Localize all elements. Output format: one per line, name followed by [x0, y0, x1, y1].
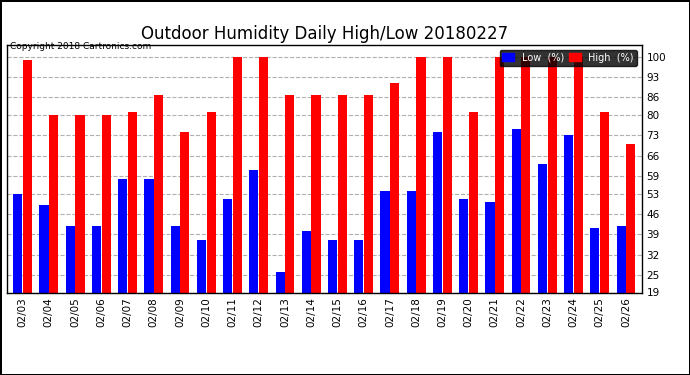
Bar — [144, 179, 154, 348]
Bar — [39, 205, 48, 348]
Bar — [206, 112, 216, 348]
Bar — [66, 225, 75, 348]
Bar — [337, 94, 347, 348]
Bar — [459, 200, 469, 348]
Bar — [590, 228, 600, 348]
Legend: Low  (%), High  (%): Low (%), High (%) — [500, 50, 637, 66]
Bar — [416, 57, 426, 348]
Bar — [75, 115, 85, 348]
Bar — [485, 202, 495, 348]
Bar — [564, 135, 573, 348]
Bar — [118, 179, 127, 348]
Bar — [574, 57, 583, 348]
Bar — [469, 112, 478, 348]
Bar — [154, 94, 164, 348]
Bar — [92, 225, 101, 348]
Bar — [538, 164, 547, 348]
Bar — [328, 240, 337, 348]
Bar — [627, 144, 635, 348]
Bar — [233, 57, 242, 348]
Bar — [101, 115, 111, 348]
Bar — [442, 57, 452, 348]
Bar — [406, 190, 416, 348]
Bar — [511, 129, 521, 348]
Bar — [197, 240, 206, 348]
Bar — [13, 194, 22, 348]
Bar — [275, 272, 285, 348]
Bar — [522, 57, 531, 348]
Bar — [354, 240, 364, 348]
Bar — [495, 57, 504, 348]
Bar — [23, 60, 32, 348]
Bar — [180, 132, 190, 348]
Bar — [617, 225, 626, 348]
Bar — [364, 94, 373, 348]
Bar — [390, 83, 400, 348]
Bar — [548, 57, 557, 348]
Text: Copyright 2018 Cartronics.com: Copyright 2018 Cartronics.com — [10, 42, 152, 51]
Bar — [380, 190, 390, 348]
Title: Outdoor Humidity Daily High/Low 20180227: Outdoor Humidity Daily High/Low 20180227 — [141, 26, 508, 44]
Bar — [170, 225, 180, 348]
Bar — [285, 94, 295, 348]
Bar — [223, 200, 233, 348]
Bar — [600, 112, 609, 348]
Bar — [128, 112, 137, 348]
Bar — [302, 231, 311, 348]
Bar — [49, 115, 59, 348]
Bar — [249, 170, 259, 348]
Bar — [259, 57, 268, 348]
Bar — [433, 132, 442, 348]
Bar — [311, 94, 321, 348]
